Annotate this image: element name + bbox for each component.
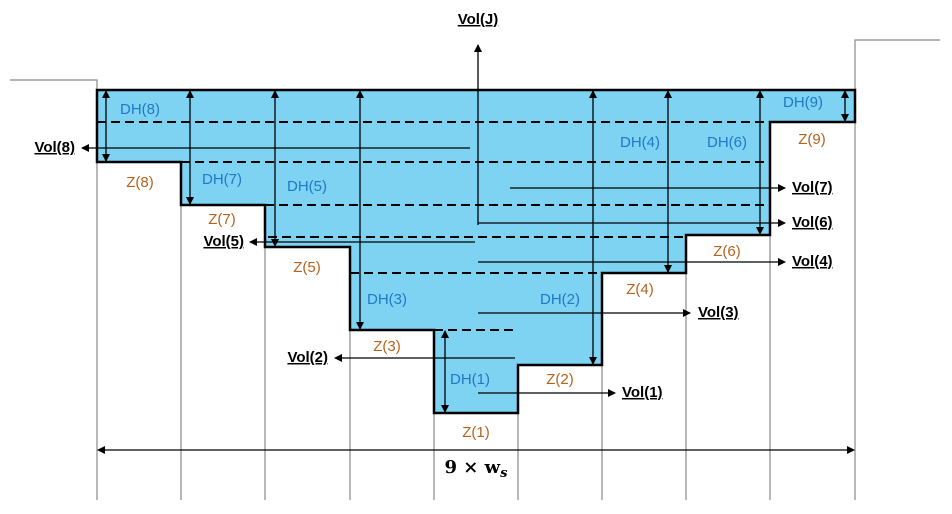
z-label: Z(6) — [713, 243, 741, 260]
dh-label: DH(5) — [287, 178, 327, 195]
dh-label: DH(7) — [202, 171, 242, 188]
z-label: Z(3) — [373, 338, 401, 355]
vol-label: Vol(3) — [698, 304, 739, 321]
vol-label: Vol(7) — [792, 179, 833, 196]
dh-label: DH(2) — [540, 291, 580, 308]
dh-label: DH(3) — [367, 291, 407, 308]
vol-j-label: Vol(J) — [458, 11, 499, 28]
dh-label: DH(8) — [120, 101, 160, 118]
vol-label: Vol(5) — [203, 233, 244, 250]
dh-label: DH(9) — [783, 94, 823, 111]
z-label: Z(5) — [293, 259, 321, 276]
width-text: 9 × w — [445, 457, 501, 478]
z-label: Z(1) — [462, 424, 490, 441]
vol-label: Vol(4) — [792, 253, 833, 270]
dh-label: DH(1) — [450, 371, 490, 388]
z-label: Z(7) — [208, 211, 236, 228]
vol-label: Vol(1) — [622, 384, 663, 401]
width-label: 9 × ws — [445, 457, 509, 481]
z-label: Z(2) — [546, 371, 574, 388]
z-label: Z(8) — [126, 174, 154, 191]
vol-label: Vol(6) — [792, 214, 833, 231]
z-label: Z(4) — [626, 281, 654, 298]
dh-label: DH(6) — [707, 134, 747, 151]
dh-label: DH(4) — [620, 134, 660, 151]
width-subscript: s — [500, 466, 508, 481]
arrows — [81, 44, 849, 413]
z-label: Z(9) — [798, 131, 826, 148]
labels: DH(1) DH(2) DH(3) DH(4) DH(5) DH(6) DH(7) DH(8)… — [34, 94, 832, 441]
vol-label: Vol(2) — [287, 349, 328, 366]
vol-label: Vol(8) — [34, 139, 75, 156]
